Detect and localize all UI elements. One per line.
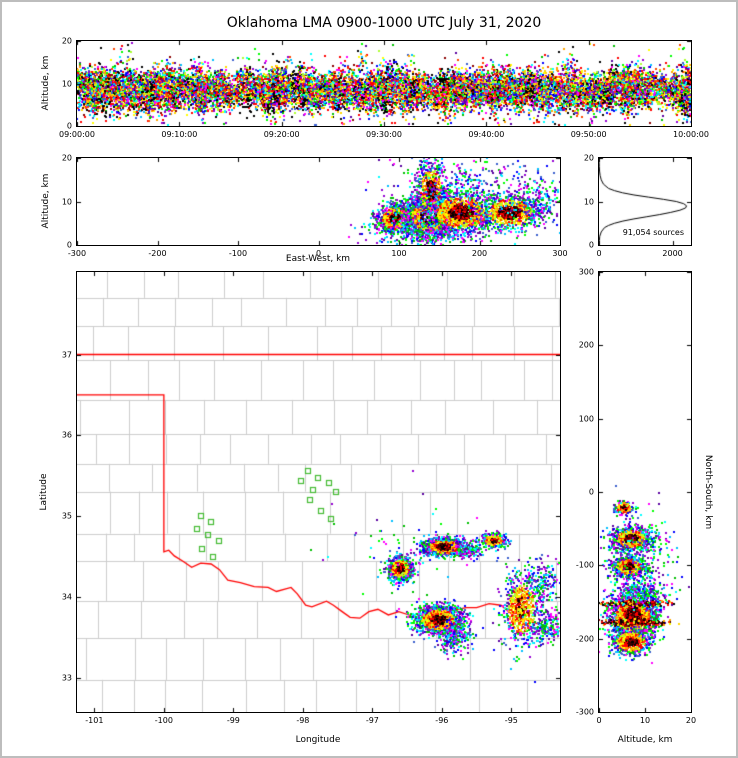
x-tick-label: 10 <box>639 716 651 725</box>
east-west-plot-canvas <box>77 158 560 245</box>
histogram-plot-canvas <box>599 158 691 245</box>
y-tick-label: 300 <box>578 267 594 277</box>
x-tick-label: -101 <box>85 716 104 725</box>
x-tick-label: -100 <box>228 249 248 258</box>
y-tick-label: 200 <box>578 340 594 350</box>
xlabel-north-south: Altitude, km <box>617 735 673 745</box>
x-tick-label: 200 <box>471 249 488 258</box>
y-tick-label: 10 <box>61 197 72 206</box>
x-tick-label: -200 <box>148 249 167 258</box>
x-tick-label: -99 <box>226 716 240 725</box>
time-height-plot-canvas <box>77 41 691 126</box>
y-tick-label: 20 <box>61 153 72 163</box>
y-tick-label: 0 <box>66 121 72 131</box>
y-tick-label: 10 <box>583 197 594 206</box>
ylabel-map: Latitude <box>39 473 49 511</box>
y-tick-label: 34 <box>61 592 72 602</box>
y-tick-label: -300 <box>575 707 594 717</box>
x-tick-label: 2000 <box>662 249 683 258</box>
y-tick-label: 35 <box>61 511 72 521</box>
x-tick-label: -100 <box>154 716 173 725</box>
map-plot-canvas <box>77 272 560 712</box>
y-tick-label: 37 <box>61 350 72 359</box>
y-tick-label: 36 <box>61 430 72 440</box>
x-tick-label: 100 <box>391 249 407 258</box>
x-tick-label: 0 <box>596 716 602 725</box>
x-tick-label: -97 <box>365 716 379 725</box>
north-south-plot-canvas <box>599 272 691 712</box>
y-tick-label: 0 <box>588 240 594 250</box>
panel-histogram <box>598 157 692 246</box>
x-tick-label: 09:20:00 <box>263 130 300 139</box>
ylabel-east-west: Altitude, km <box>41 173 51 229</box>
y-tick-label: 20 <box>583 153 594 163</box>
xlabel-east-west: East-West, km <box>285 254 351 264</box>
x-tick-label: 0 <box>596 249 602 258</box>
y-tick-label: -100 <box>575 560 594 570</box>
panel-map <box>76 271 561 713</box>
sources-annotation: 91,054 sources <box>622 228 684 237</box>
panel-north-south <box>598 271 692 713</box>
y-tick-label: -200 <box>575 634 594 644</box>
x-tick-label: 09:00:00 <box>59 130 95 139</box>
x-tick-label: 300 <box>552 249 568 258</box>
y-tick-label: 100 <box>578 414 594 424</box>
x-tick-label: -96 <box>435 716 449 725</box>
ylabel-time-height: Altitude, km <box>41 55 51 111</box>
x-tick-label: 09:50:00 <box>570 130 607 139</box>
x-tick-label: -95 <box>504 716 518 725</box>
x-tick-label: -98 <box>296 716 310 725</box>
x-tick-label: -300 <box>67 249 87 258</box>
figure-title: Oklahoma LMA 0900-1000 UTC July 31, 2020 <box>226 15 542 31</box>
x-tick-label: 10:00:00 <box>673 130 709 139</box>
x-tick-label: 09:10:00 <box>161 130 198 139</box>
y-tick-label: 0 <box>588 487 594 497</box>
y-tick-label: 10 <box>61 79 72 88</box>
xlabel-map: Longitude <box>295 735 341 745</box>
y-tick-label: 33 <box>61 673 72 683</box>
y-tick-label: 0 <box>66 240 72 250</box>
panel-east-west <box>76 157 561 246</box>
y-tick-label: 20 <box>61 36 72 46</box>
panel-time-height <box>76 40 692 127</box>
ylabel-north-south: North-South, km <box>703 454 713 530</box>
x-tick-label: 09:40:00 <box>468 130 505 139</box>
x-tick-label: 0 <box>315 249 322 258</box>
x-tick-label: 09:30:00 <box>366 130 402 139</box>
x-tick-label: 20 <box>685 716 697 725</box>
